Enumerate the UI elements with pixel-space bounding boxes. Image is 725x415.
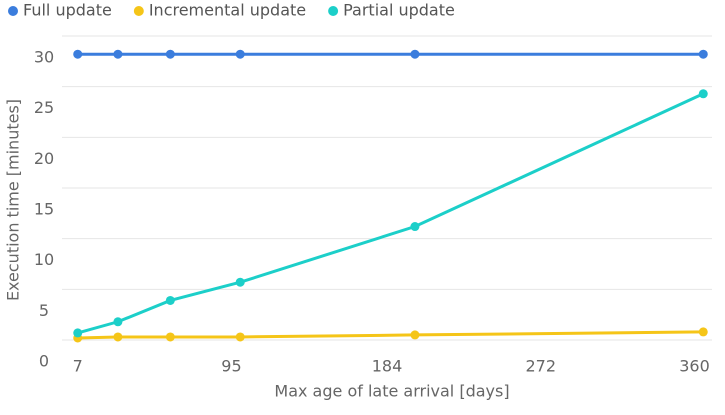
series-line xyxy=(77,92,704,335)
data-point xyxy=(113,332,123,342)
x-tick-label: 95 xyxy=(221,357,241,376)
data-point xyxy=(235,332,245,342)
data-point xyxy=(410,222,420,232)
data-point xyxy=(235,49,245,59)
data-point xyxy=(235,277,245,287)
y-tick-label: 20 xyxy=(34,149,54,168)
y-tick-label: 0 xyxy=(39,352,49,371)
x-tick-label: 184 xyxy=(372,357,403,376)
data-point xyxy=(698,327,708,337)
y-axis-title: Execution time [minutes] xyxy=(4,99,23,301)
series-line xyxy=(77,330,704,340)
data-point xyxy=(410,49,420,59)
y-tick-label: 5 xyxy=(39,301,49,320)
x-axis-title: Max age of late arrival [days] xyxy=(274,382,509,401)
y-tick-label: 30 xyxy=(34,48,54,67)
legend-marker xyxy=(328,6,339,16)
data-point xyxy=(113,49,123,59)
data-point xyxy=(165,49,175,59)
x-tick-label: 7 xyxy=(73,357,83,376)
legend-label: Incremental update xyxy=(149,1,306,20)
data-point xyxy=(73,328,83,338)
legend-marker xyxy=(133,6,144,16)
legend: Full update Incremental update Partial upd… xyxy=(8,1,455,20)
y-tick-label: 25 xyxy=(34,98,54,117)
legend-label: Partial update xyxy=(343,1,455,20)
data-point xyxy=(698,49,708,59)
data-point xyxy=(165,332,175,342)
data-point xyxy=(73,49,83,59)
x-tick-label: 272 xyxy=(525,357,556,376)
y-tick-label: 10 xyxy=(34,250,54,269)
legend-label: Full update xyxy=(23,1,112,20)
data-point xyxy=(698,89,708,99)
legend-marker xyxy=(8,6,18,16)
y-tick-label: 15 xyxy=(34,200,54,219)
data-point xyxy=(165,295,175,305)
x-tick-label: 360 xyxy=(679,357,710,376)
data-point xyxy=(113,317,123,327)
data-point xyxy=(410,330,420,340)
